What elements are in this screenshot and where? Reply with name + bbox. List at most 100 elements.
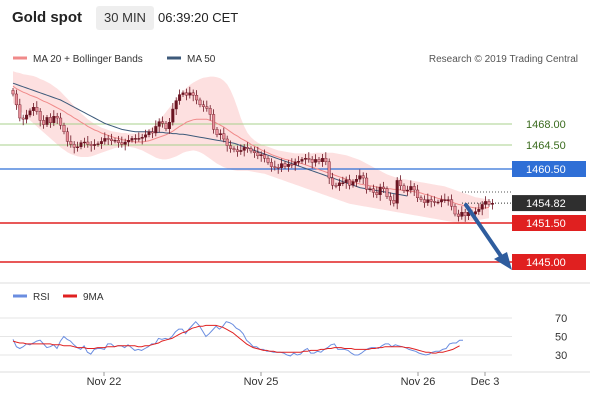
candle — [314, 154, 318, 167]
candle — [235, 145, 239, 157]
candle — [120, 136, 124, 148]
candle — [76, 141, 80, 152]
candle — [307, 152, 311, 163]
candle — [433, 196, 437, 207]
candle — [106, 135, 110, 145]
ma50-legend-label: MA 50 — [187, 54, 216, 65]
candle — [290, 158, 294, 169]
candle — [310, 156, 314, 169]
candle — [385, 186, 389, 199]
candle — [300, 157, 304, 164]
candle — [31, 103, 35, 116]
candle — [242, 144, 246, 157]
candle — [14, 89, 18, 110]
rsi-legend: RSI 9MA — [13, 292, 104, 303]
candle — [344, 176, 348, 189]
candle — [48, 113, 52, 128]
candle — [361, 172, 365, 184]
candle — [388, 192, 392, 206]
candle — [86, 136, 90, 148]
candle — [324, 152, 328, 166]
candle — [167, 118, 171, 134]
candle — [201, 100, 205, 112]
projection-arrow-layer — [464, 203, 512, 270]
candle — [436, 199, 440, 205]
candle — [477, 203, 481, 215]
candle — [320, 154, 324, 167]
level-label-1464-50: 1464.50 — [526, 140, 566, 152]
candle — [184, 88, 188, 101]
candle — [55, 112, 59, 124]
candle — [419, 195, 423, 202]
candle — [460, 206, 464, 220]
x-tick-label: Nov 26 — [401, 376, 436, 388]
candle — [65, 127, 69, 147]
candle — [348, 174, 352, 190]
candle — [11, 88, 15, 97]
candle — [157, 118, 161, 133]
candle — [147, 129, 151, 138]
candle — [93, 139, 97, 150]
x-tick-label: Nov 25 — [244, 376, 279, 388]
candle — [191, 89, 195, 102]
candle — [453, 203, 457, 217]
candle — [280, 158, 284, 172]
candle — [215, 127, 219, 138]
candle — [72, 141, 76, 154]
candle — [127, 135, 131, 147]
candle — [239, 144, 243, 155]
price-legend: MA 20 + Bollinger Bands MA 50 Research ©… — [13, 54, 578, 65]
candle — [480, 201, 484, 216]
candle — [450, 194, 454, 211]
candle — [365, 172, 369, 194]
current-price-box — [512, 195, 586, 212]
candle — [154, 120, 158, 137]
candle — [69, 135, 73, 148]
candle — [116, 136, 120, 148]
candle — [229, 140, 233, 153]
candle — [446, 196, 450, 206]
candle — [487, 199, 491, 207]
candle — [113, 137, 117, 144]
level-box-1451-50 — [512, 215, 586, 231]
current-price-label: 1454.82 — [526, 198, 566, 210]
candle — [130, 136, 134, 143]
candle — [144, 129, 148, 142]
candle — [123, 138, 127, 151]
candle — [218, 129, 222, 140]
candle — [269, 158, 273, 172]
ma20-line — [12, 85, 490, 209]
candle — [490, 199, 494, 210]
candle — [337, 178, 341, 191]
rsi-tick-label: 70 — [555, 313, 567, 325]
candle — [429, 196, 433, 208]
x-axis: Nov 22 Nov 25 Nov 26 Dec 3 — [0, 371, 590, 388]
candle — [341, 176, 345, 187]
candle — [303, 154, 307, 165]
candle — [334, 182, 338, 189]
moving-average-layer — [12, 82, 490, 209]
candle — [82, 137, 86, 148]
candle — [443, 193, 447, 203]
candle — [96, 141, 100, 147]
candle — [351, 179, 355, 188]
candle — [368, 186, 372, 192]
timeframe-button[interactable]: 30 MIN — [96, 6, 154, 30]
candle — [171, 103, 175, 126]
candle — [317, 157, 321, 165]
level-lines-layer — [0, 123, 512, 263]
candle — [246, 142, 250, 153]
candle — [371, 184, 375, 198]
ma50-line — [12, 82, 408, 197]
candle — [297, 156, 301, 166]
candle — [412, 183, 416, 196]
clock-time: 06:39:20 CET — [158, 10, 239, 25]
candle — [89, 141, 93, 152]
candle — [99, 137, 103, 149]
candle — [137, 132, 141, 142]
candle — [133, 134, 137, 144]
candle — [62, 122, 66, 135]
candle — [79, 140, 83, 150]
rsi-tick-label: 50 — [555, 332, 567, 344]
candle — [38, 108, 42, 127]
